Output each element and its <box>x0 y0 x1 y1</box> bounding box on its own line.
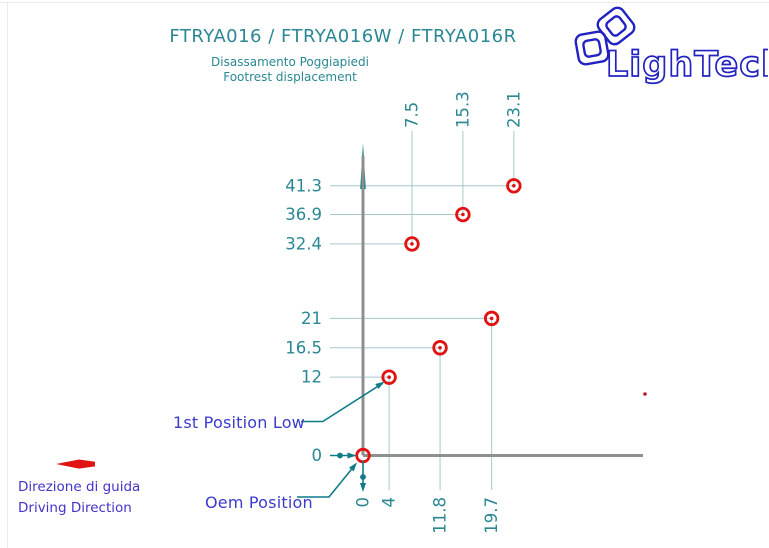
oem-position-leader-line <box>297 464 356 498</box>
y-tick-label: 41.3 <box>285 176 322 195</box>
driving-direction-label: Direzione di guida Driving Direction <box>18 477 140 519</box>
data-point-ring <box>506 178 522 194</box>
data-point-center-dot <box>387 375 391 379</box>
first-position-leader-line <box>301 382 384 423</box>
data-point-ring <box>455 206 471 223</box>
logo-mark-icon <box>574 6 636 66</box>
driving-direction-italian: Direzione di guida <box>18 479 141 495</box>
data-point-center-dot <box>512 184 516 188</box>
logo-text: LighTech <box>606 45 768 85</box>
page-subtitle: Disassamento Poggiapiedi Footrest displa… <box>190 55 390 84</box>
x-tick-label-top: 15.3 <box>453 91 472 128</box>
driving-direction-english: Driving Direction <box>18 500 132 516</box>
data-point-center-dot <box>410 242 414 246</box>
lightech-logo: LighTech <box>574 6 768 86</box>
origin-left-arrowhead-icon <box>347 452 357 459</box>
y-tick-label: 36.9 <box>285 205 322 224</box>
x-tick-label-bottom: 4 <box>380 497 399 508</box>
x-tick-label-bottom: 11.8 <box>431 497 450 534</box>
data-point-center-dot <box>489 316 494 321</box>
origin-down-arrow-dot <box>360 474 366 480</box>
page-title: FTRYA016 / FTRYA016W / FTRYA016R <box>169 26 517 47</box>
data-point-ring <box>404 236 420 252</box>
y-tick-label: 12 <box>301 368 322 387</box>
red-dot-mark <box>643 392 647 396</box>
y-tick-label: 32.4 <box>285 234 322 253</box>
data-point-ring <box>483 310 500 327</box>
subtitle-english: Footrest displacement <box>223 69 357 84</box>
first-position-arrowhead-icon <box>375 381 385 390</box>
data-point-center-dot <box>461 212 465 217</box>
origin-left-arrow-dot <box>337 452 343 459</box>
y-tick-label: 21 <box>301 309 322 328</box>
oem-position-arrowhead-icon <box>349 462 357 472</box>
data-point-center-dot <box>438 345 442 350</box>
driving-direction-arrow-icon <box>56 459 95 469</box>
data-point-ring <box>381 369 397 385</box>
x-tick-label-top: 7.5 <box>402 102 421 128</box>
frame-top-border <box>0 2 769 3</box>
frame-left-border <box>7 2 8 548</box>
annotation-first-position-low: 1st Position Low <box>173 413 305 432</box>
origin-down-arrowhead-icon <box>360 483 366 492</box>
x-tick-label-top: 23.1 <box>504 91 523 128</box>
data-point-ring <box>432 340 448 356</box>
annotation-oem-position: Oem Position <box>205 493 313 512</box>
y-tick-label: 16.5 <box>285 338 322 357</box>
y-tick-label: 0 <box>312 446 323 465</box>
subtitle-italian: Disassamento Poggiapiedi <box>211 55 369 69</box>
x-tick-label-bottom: 19.7 <box>482 497 501 534</box>
x-tick-label-bottom: 0 <box>354 497 373 508</box>
